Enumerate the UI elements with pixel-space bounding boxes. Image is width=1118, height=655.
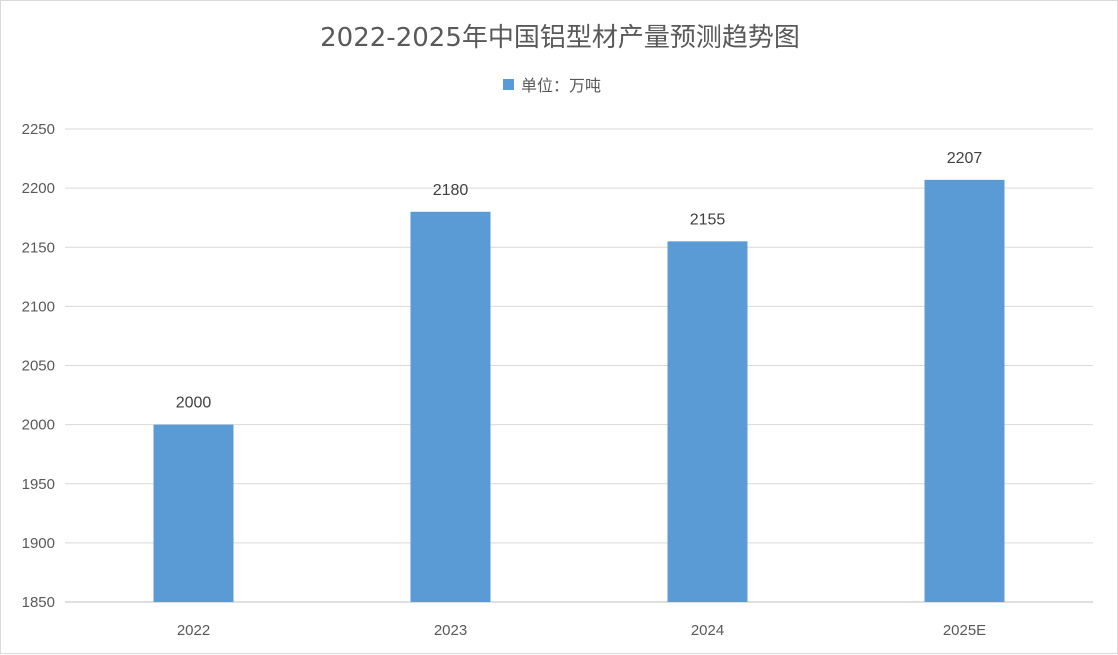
x-tick-label: 2025E — [943, 622, 986, 639]
y-tick-label: 1950 — [22, 476, 55, 493]
x-tick-label: 2023 — [434, 622, 467, 639]
y-tick-label: 1850 — [22, 594, 55, 611]
legend-label: 单位：万吨 — [521, 76, 601, 95]
x-tick-label: 2022 — [177, 622, 210, 639]
bar — [153, 424, 234, 602]
y-tick-label: 2150 — [22, 239, 55, 256]
bar — [667, 241, 748, 602]
bar — [410, 211, 491, 602]
data-label: 2155 — [690, 211, 726, 228]
chart-title: 2022-2025年中国铝型材产量预测趋势图 — [320, 23, 800, 53]
data-label: 2180 — [433, 182, 469, 199]
y-tick-label: 2050 — [22, 358, 55, 375]
y-tick-label: 2200 — [22, 180, 55, 197]
legend-swatch — [503, 79, 514, 90]
y-tick-label: 2250 — [22, 121, 55, 138]
legend: 单位：万吨 — [503, 76, 601, 95]
x-tick-label: 2024 — [691, 622, 724, 639]
y-tick-label: 2100 — [22, 298, 55, 315]
y-tick-label: 1900 — [22, 535, 55, 552]
data-label: 2207 — [947, 150, 983, 167]
bar — [924, 179, 1005, 602]
y-tick-label: 2000 — [22, 417, 55, 434]
data-label: 2000 — [176, 395, 212, 412]
